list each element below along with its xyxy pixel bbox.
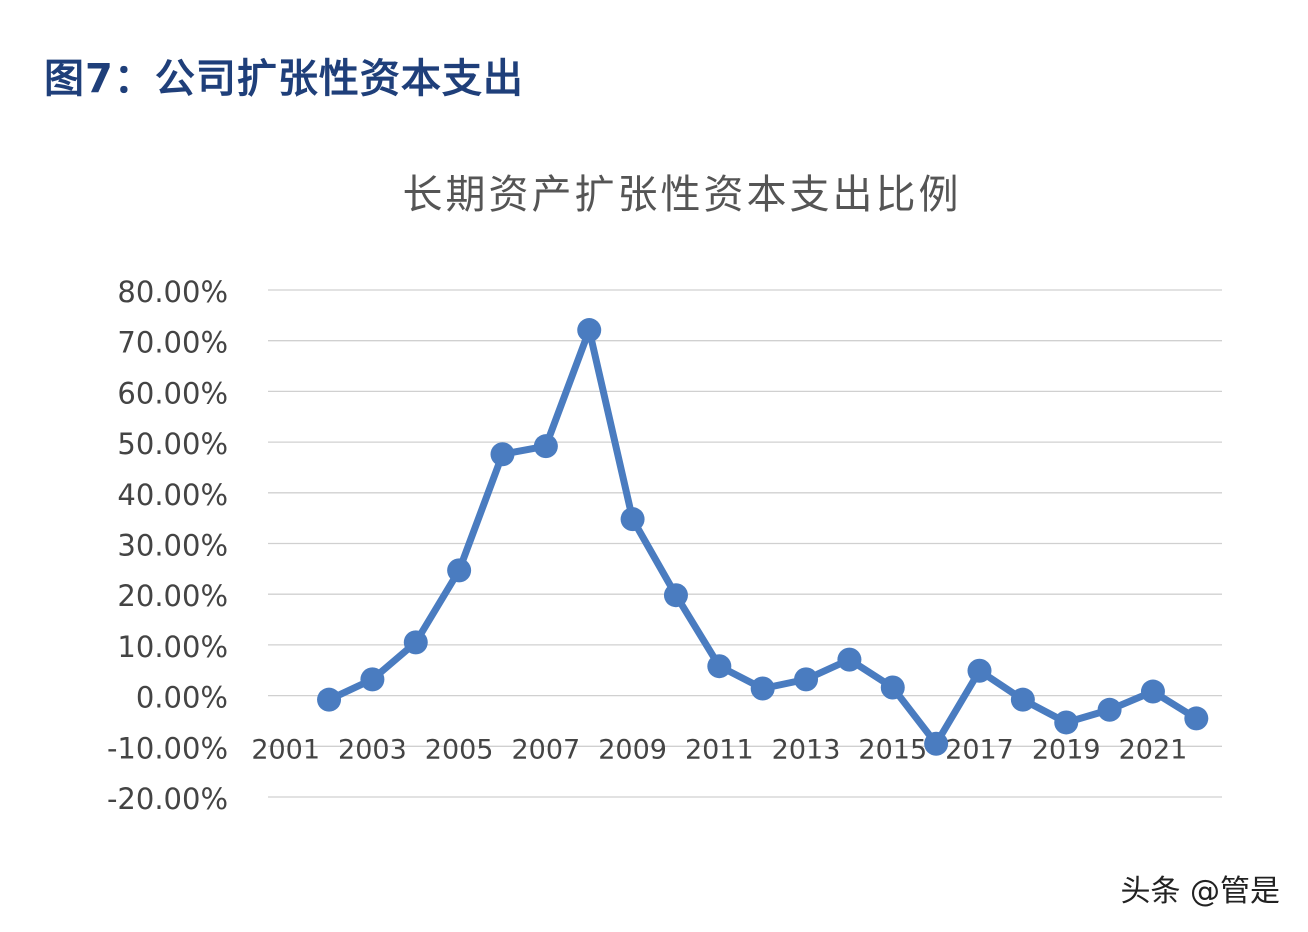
chart-title: 长期资产扩张性资本支出比例 [403,172,962,218]
x-tick-labels: 2001 2003 2005 2007 2009 2011 2013 2015 2017 2019… [251,734,1187,765]
data-point [620,507,645,532]
x-tick-label: 2013 [772,734,841,765]
data-point [1140,679,1165,704]
data-point [663,583,688,608]
y-tick-label: 0.00% [136,681,228,715]
x-tick-label: 2009 [598,734,667,765]
x-tick-label: 2011 [685,734,754,765]
data-point [317,687,342,712]
data-point [1010,687,1035,712]
data-point [794,667,819,692]
data-point [837,647,862,672]
y-tick-label: 60.00% [117,376,228,410]
data-point [707,654,732,679]
series-line [317,318,1209,756]
x-tick-label: 2003 [338,734,407,765]
y-tick-label: 20.00% [117,579,228,613]
x-tick-label: 2001 [251,734,320,765]
data-point [924,731,949,756]
y-tick-labels: 80.00% 70.00% 60.00% 50.00% 40.00% 30.00% 20.0… [107,275,228,816]
x-tick-label: 2021 [1119,734,1188,765]
data-point [967,658,992,683]
data-point [1184,706,1209,731]
watermark: 头条 @管是 [1120,874,1280,909]
y-tick-label: -10.00% [107,731,228,765]
y-tick-label: 30.00% [117,529,228,563]
data-point [403,630,428,655]
data-point [490,442,515,467]
y-tick-label: -20.00% [107,782,228,816]
data-point [577,318,602,343]
data-point [1097,697,1122,722]
x-tick-label: 2007 [512,734,581,765]
x-tick-label: 2019 [1032,734,1101,765]
data-point [533,434,558,459]
data-point [880,675,905,700]
x-tick-label: 2005 [425,734,494,765]
y-tick-label: 70.00% [117,326,228,360]
x-tick-label: 2015 [858,734,927,765]
y-tick-label: 10.00% [117,630,228,664]
data-point [750,676,775,701]
x-tick-label: 2017 [945,734,1014,765]
y-tick-label: 80.00% [117,275,228,309]
y-tick-label: 50.00% [117,427,228,461]
data-point [447,558,472,583]
data-point [360,667,385,692]
data-point [1054,710,1079,735]
figure-title: 图7：公司扩张性资本支出 [44,56,524,102]
y-tick-label: 40.00% [117,478,228,512]
